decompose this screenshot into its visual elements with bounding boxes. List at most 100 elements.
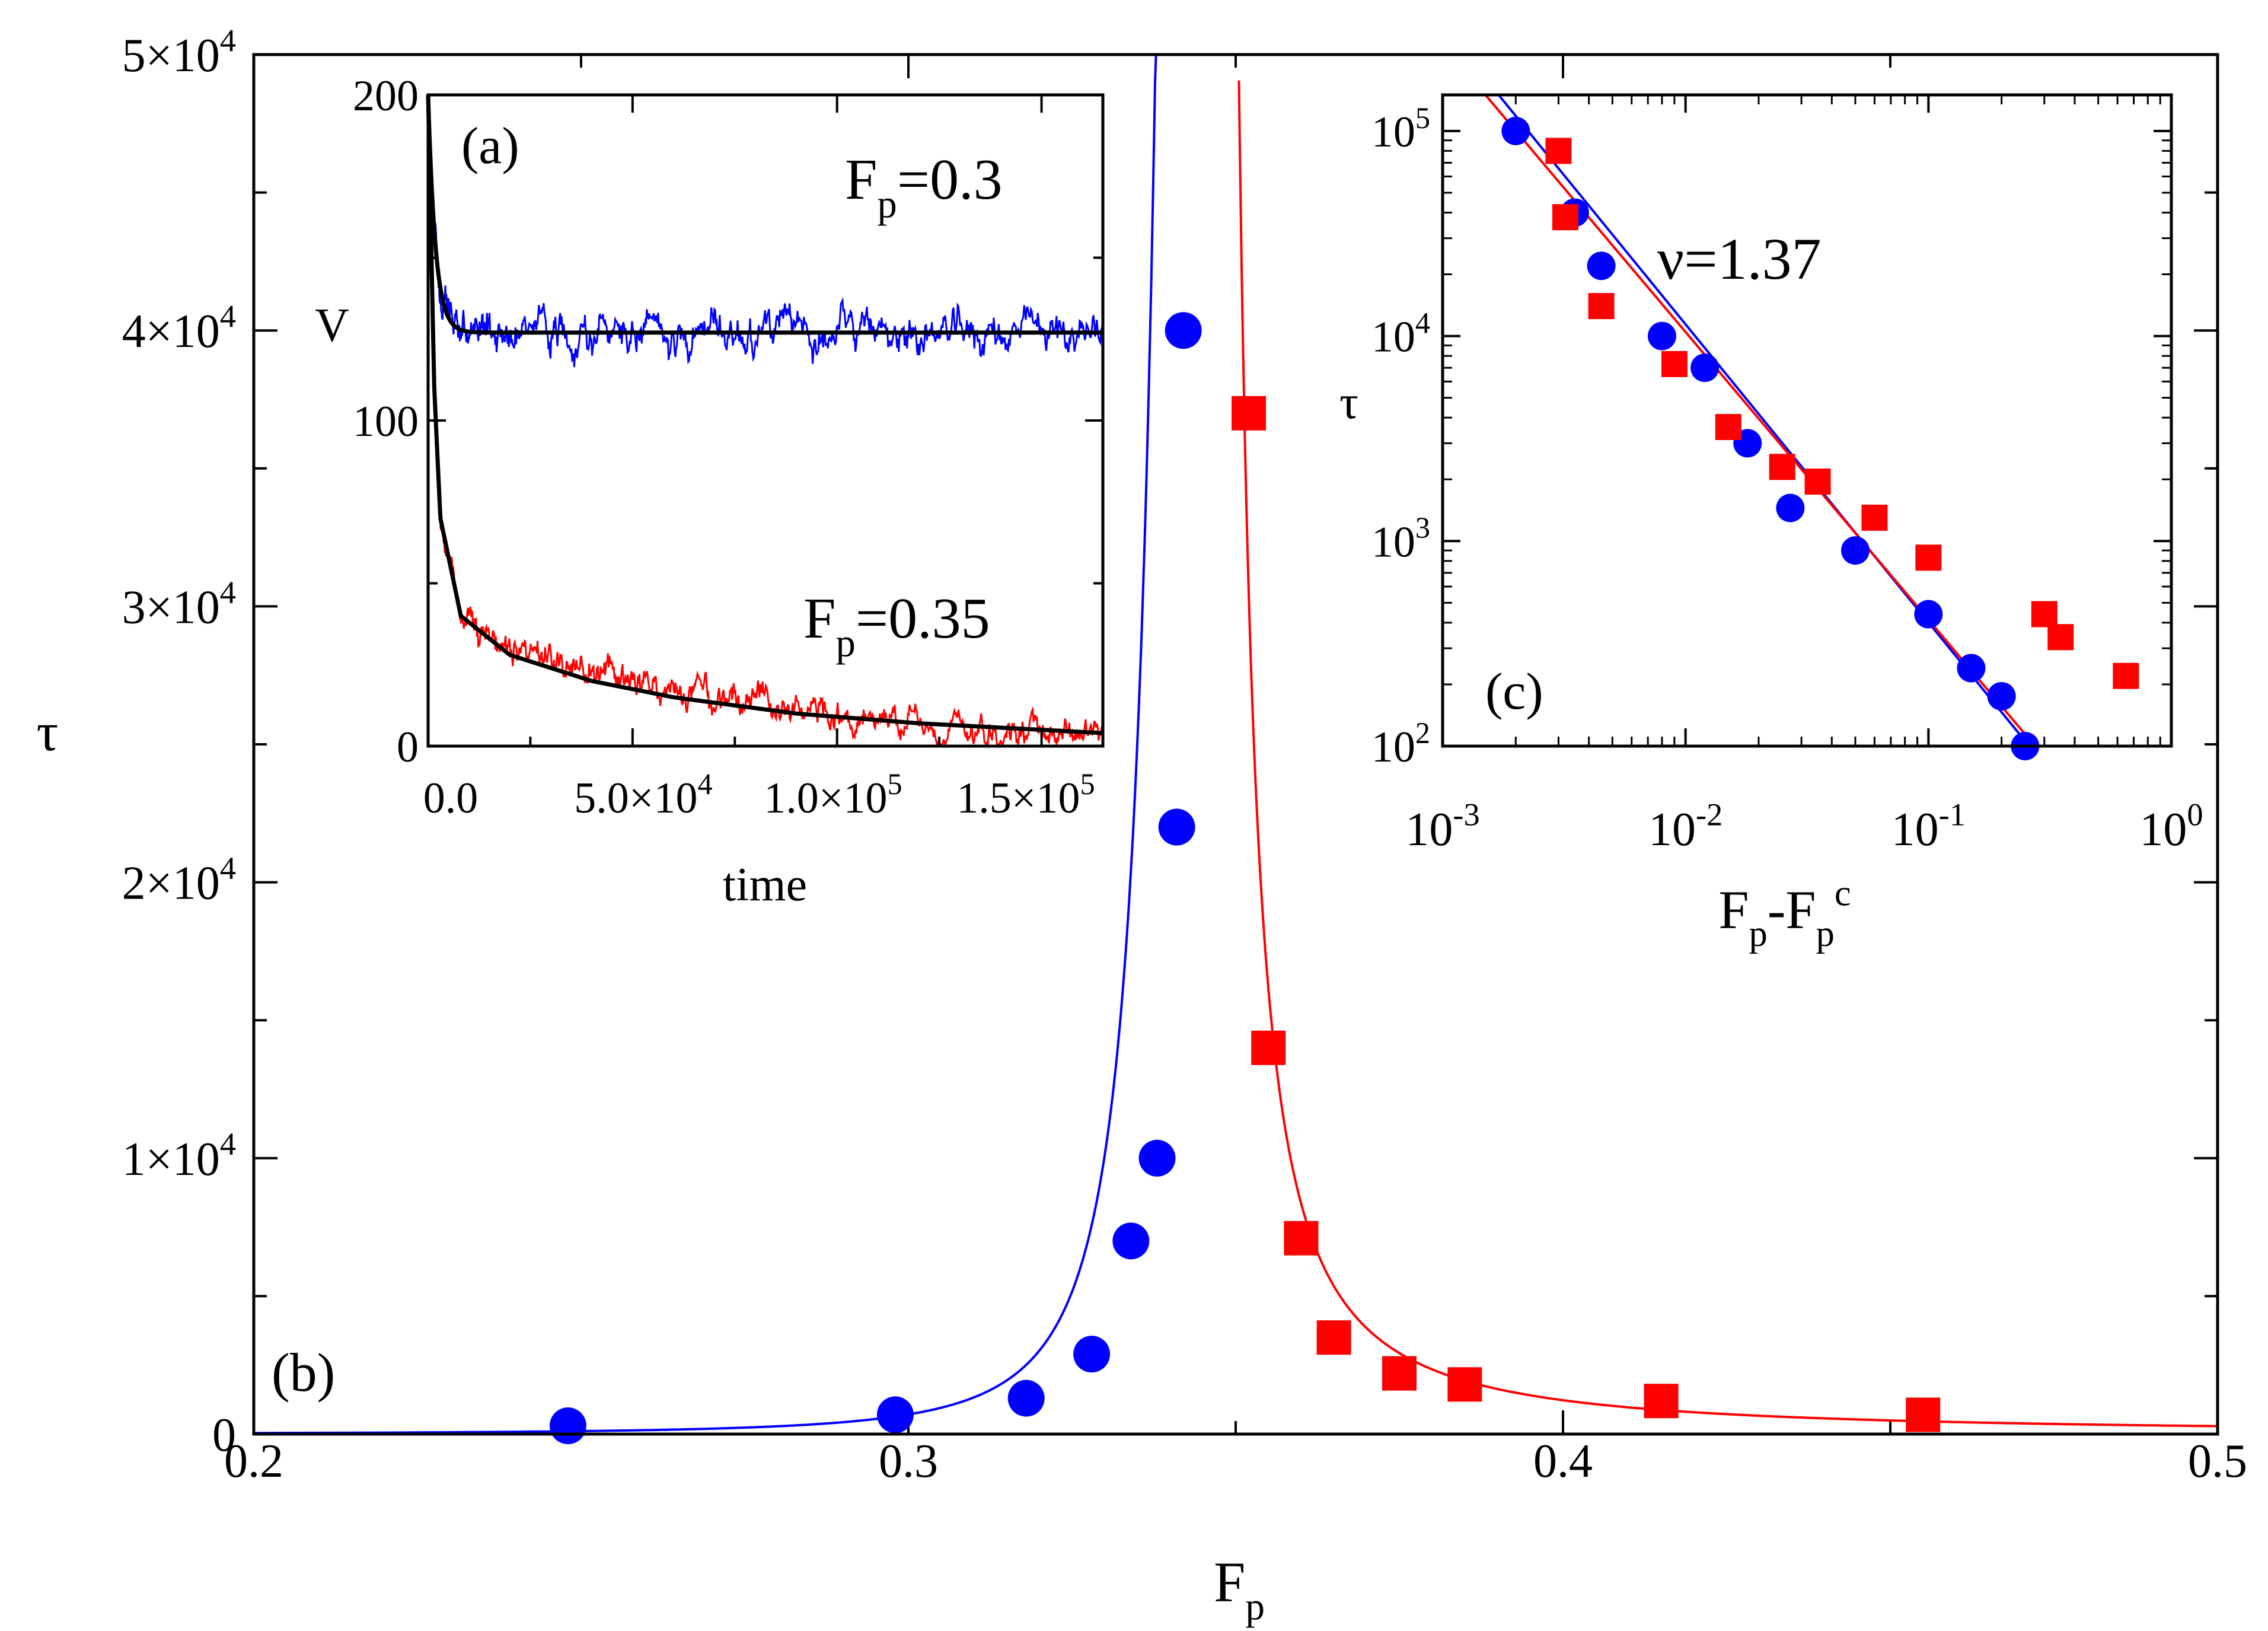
x-axis-label: Fp — [1214, 1550, 1265, 1629]
inset-c-point-square — [1861, 504, 1888, 531]
inset-a-x-tick-label-sup: 5 — [888, 767, 902, 801]
inset-c-x-axis-label-sup: c — [1835, 872, 1851, 913]
annotation-fp-0-35-n: =0.35 — [856, 587, 990, 651]
y-tick-label-n: 4×10 — [122, 305, 220, 358]
inset-c-y-axis-label-n: τ — [1339, 377, 1358, 429]
x-axis-label-n: F — [1214, 1550, 1245, 1614]
inset-c-point-circle — [1987, 681, 2016, 711]
series-line-1 — [426, 94, 1103, 335]
inset-c-frame — [1441, 93, 2173, 748]
inset-panel-c: 10-3 10-2 10-1 100102103104105Fp-Fpcτν=1.37… — [1339, 93, 2203, 954]
inset-c-x-tick-label-n: 10 — [1405, 804, 1453, 856]
inset-c-x-axis-label-n: -F — [1768, 880, 1816, 940]
y-tick-label: 1×104 — [122, 1126, 236, 1186]
inset-a-x-axis-label: time — [723, 859, 807, 911]
y-tick-label-n: 1×10 — [122, 1133, 220, 1186]
y-tick-label-n: 2×10 — [122, 858, 220, 910]
inset-c-x-tick-label-n: 10 — [1648, 804, 1696, 856]
inset-c-x-tick-label: 10-3 — [1405, 797, 1479, 856]
inset-c-point-square — [1804, 469, 1831, 495]
annotation-fp-0-35-sub: p — [836, 622, 856, 665]
inset-c-point-square — [1545, 138, 1572, 164]
inset-a-x-tick-label-sup: 5 — [1080, 767, 1095, 801]
y-tick-label-sup: 4 — [220, 23, 236, 58]
data-point-circle — [1158, 808, 1195, 846]
inset-c-point-circle — [1841, 536, 1870, 565]
data-point-circle — [1073, 1336, 1111, 1373]
inset-c-y-axis-label: τ — [1339, 377, 1358, 429]
inset-a-frame — [426, 93, 1105, 748]
x-tick-label: 0.2 — [224, 1435, 283, 1487]
inset-c-point-square — [1588, 293, 1615, 320]
data-point-square — [1316, 1320, 1351, 1355]
inset-a-background — [428, 95, 1103, 746]
data-point-circle — [549, 1407, 586, 1445]
inset-c-point-square — [1552, 204, 1578, 231]
inset-a-x-tick-label-sup: 4 — [698, 767, 713, 801]
inset-c-x-tick-label-sup: -3 — [1453, 797, 1479, 832]
inset-a-y-axis-label: V — [315, 300, 349, 352]
data-point-circle — [1165, 312, 1202, 349]
annotation-fp-0-3-n: =0.3 — [897, 148, 1003, 212]
inset-c-x-axis-label: Fp-Fpc — [1718, 872, 1851, 954]
inset-c-point-square — [2047, 624, 2074, 651]
inset-a-x-tick-label-n: 1.5×10 — [956, 774, 1080, 823]
inset-a-x-tick-label: 0.0 — [423, 774, 479, 823]
annotation-fp-0-35-n: F — [803, 587, 836, 651]
inset-c-y-tick-label-n: 10 — [1371, 313, 1415, 362]
y-tick-label-n: 0 — [212, 1409, 236, 1461]
x-tick-label: 0.5 — [2188, 1435, 2247, 1487]
y-tick-label: 0 — [212, 1409, 236, 1461]
inset-a-x-tick-label: 1.0×105 — [764, 767, 902, 823]
inset-c-x-axis-label-sub: p — [1816, 912, 1835, 954]
inset-c-point-square — [1715, 413, 1741, 440]
y-tick-label: 5×104 — [122, 23, 236, 82]
data-point-circle — [876, 1396, 914, 1434]
inset-c-y-tick-label-n: 10 — [1371, 518, 1415, 566]
inset-a-y-tick-label: 100 — [353, 397, 419, 446]
data-point-circle — [1112, 1222, 1150, 1260]
inset-c-point-square — [2113, 662, 2139, 689]
annotation-fp-0-3-n: F — [845, 148, 878, 212]
inset-c-x-axis-label-sub: p — [1749, 912, 1768, 954]
inset-a-x-tick-label: 1.5×105 — [956, 767, 1095, 823]
x-tick-label: 0.4 — [1533, 1435, 1593, 1487]
x-tick-label: 0.3 — [879, 1435, 938, 1487]
inset-c-x-tick-label-n: 10 — [1891, 804, 1939, 856]
inset-a-y-tick-label-n: 0 — [397, 723, 419, 772]
plot-frame — [252, 53, 2219, 1436]
data-point-square — [1644, 1384, 1679, 1419]
y-axis-label: τ — [37, 702, 59, 762]
y-tick-label-n: 3×10 — [122, 581, 220, 633]
inset-a-x-tick-label-n: 0.0 — [423, 774, 479, 823]
inset-c-x-tick-label-sup: -1 — [1939, 797, 1966, 832]
inset-c-point-circle — [1690, 353, 1720, 383]
series-line-3 — [426, 94, 1103, 735]
inset-c-y-tick-label-sup: 5 — [1415, 101, 1430, 135]
inset-c-x-axis-label-n: F — [1718, 880, 1749, 940]
inset-a-x-tick-label-n: 1.0×10 — [764, 774, 887, 823]
inset-c-point-square — [2031, 601, 2058, 627]
inset-a-x-tick-label: 5.0×104 — [574, 767, 712, 823]
y-tick-label-sup: 4 — [220, 299, 236, 335]
inset-c-point-square — [1915, 544, 1942, 571]
data-point-square — [1284, 1221, 1319, 1256]
annotation-fp-0-3-sub: p — [878, 183, 897, 226]
inset-c-x-tick-label-sup: 0 — [2187, 797, 2203, 832]
y-tick-label-sup: 4 — [220, 850, 236, 886]
inset-a-x-tick-label-n: 5.0×10 — [574, 774, 697, 823]
annotation-fp-0-3: Fp=0.3 — [845, 148, 1003, 226]
data-point-circle — [1007, 1380, 1045, 1417]
panel-label-a-n: (a) — [461, 117, 519, 175]
data-point-square — [1447, 1367, 1482, 1402]
inset-c-x-tick-label-sup: -2 — [1696, 797, 1722, 832]
inset-a-x-axis-label-n: time — [723, 859, 807, 911]
inset-c-y-tick-label: 103 — [1371, 511, 1430, 566]
main-panel-b: 0.2 0.3 0.4 0.501×1042×1043×1044×1045×104Fp… — [37, 23, 2247, 1628]
inset-c-x-tick-label: 10-2 — [1648, 797, 1722, 856]
data-point-circle — [1138, 1139, 1176, 1177]
inset-c-y-tick-label-sup: 4 — [1415, 307, 1430, 340]
data-point-square — [1232, 396, 1267, 431]
